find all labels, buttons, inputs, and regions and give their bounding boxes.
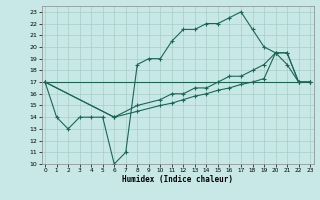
X-axis label: Humidex (Indice chaleur): Humidex (Indice chaleur) <box>122 175 233 184</box>
